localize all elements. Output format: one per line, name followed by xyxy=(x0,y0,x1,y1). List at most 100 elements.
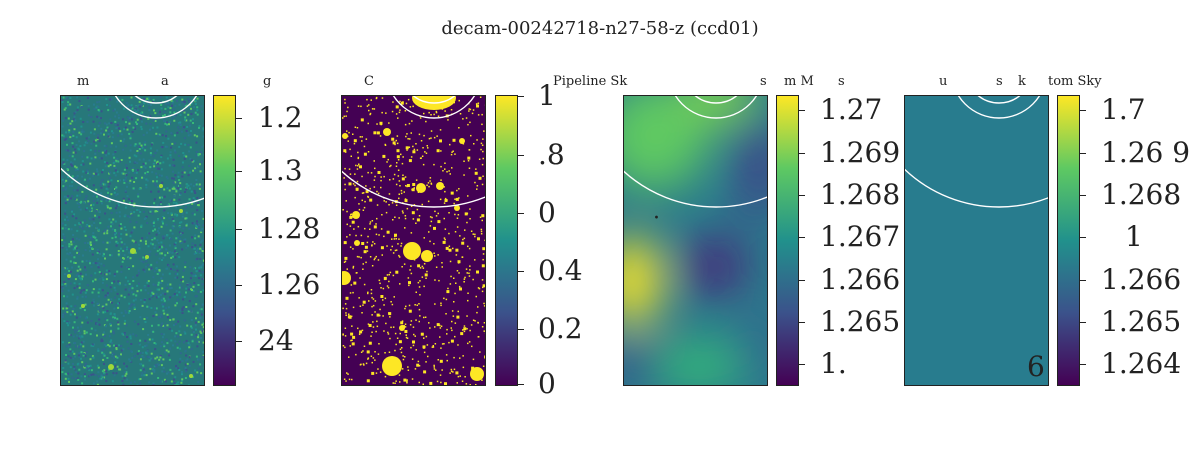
noise-pixel xyxy=(151,338,154,341)
noise-pixel xyxy=(115,186,118,189)
mask-speck xyxy=(369,112,372,115)
mask-speck xyxy=(481,183,484,186)
noise-pixel xyxy=(123,107,125,110)
noise-pixel xyxy=(76,96,79,99)
mask-speck xyxy=(370,289,373,291)
noise-pixel xyxy=(158,363,160,366)
mask-speck xyxy=(478,158,481,160)
noise-pixel xyxy=(72,145,75,148)
mask-speck xyxy=(360,256,362,259)
noise-pixel xyxy=(150,143,153,146)
noise-pixel xyxy=(82,163,85,166)
noise-pixel xyxy=(79,202,82,204)
mask-speck xyxy=(367,358,369,360)
noise-pixel xyxy=(120,233,123,236)
colorbar-2-tick xyxy=(518,96,524,97)
noise-pixel xyxy=(175,323,177,325)
mask-speck xyxy=(396,155,400,159)
noise-pixel xyxy=(177,175,180,178)
mask-speck xyxy=(364,200,366,203)
noise-pixel xyxy=(133,211,136,214)
noise-pixel xyxy=(96,226,98,229)
noise-pixel xyxy=(80,351,83,354)
mask-speck xyxy=(352,336,355,338)
mask-speck xyxy=(346,223,348,226)
noise-pixel xyxy=(199,258,202,260)
noise-pixel xyxy=(143,298,146,301)
mask-speck xyxy=(342,117,344,119)
noise-pixel xyxy=(71,120,74,123)
noise-pixel xyxy=(68,245,71,248)
noise-pixel xyxy=(192,184,195,187)
noise-pixel xyxy=(116,100,119,103)
noise-pixel xyxy=(189,146,192,149)
noise-pixel xyxy=(71,164,74,167)
noise-pixel xyxy=(76,168,79,171)
noise-pixel xyxy=(168,123,170,126)
noise-pixel xyxy=(137,350,140,353)
mask-speck xyxy=(389,179,391,181)
noise-pixel xyxy=(107,191,109,194)
noise-pixel xyxy=(74,246,76,249)
noise-pixel xyxy=(165,176,168,178)
mask-speck xyxy=(429,180,431,182)
noise-pixel xyxy=(133,306,136,309)
noise-pixel xyxy=(78,282,81,285)
noise-pixel xyxy=(174,151,177,154)
mask-speck xyxy=(360,105,362,108)
noise-pixel xyxy=(179,357,182,360)
noise-pixel xyxy=(195,333,198,336)
noise-pixel xyxy=(132,293,135,296)
noise-pixel xyxy=(115,111,118,114)
noise-pixel xyxy=(202,341,204,344)
noise-pixel xyxy=(200,240,203,243)
mask-speck xyxy=(389,271,392,274)
noise-pixel xyxy=(171,329,174,332)
noise-pixel xyxy=(74,355,77,358)
mask-speck xyxy=(469,269,471,271)
mask-speck xyxy=(357,157,359,160)
mask-speck xyxy=(464,276,466,279)
mask-speck xyxy=(450,109,453,111)
noise-pixel xyxy=(181,360,184,362)
noise-pixel xyxy=(85,195,88,198)
noise-pixel xyxy=(114,355,117,358)
noise-pixel xyxy=(96,383,99,385)
noise-pixel xyxy=(179,333,182,336)
noise-pixel xyxy=(178,129,181,132)
noise-pixel xyxy=(139,105,142,108)
noise-pixel xyxy=(154,364,157,367)
noise-pixel xyxy=(192,285,195,288)
mask-speck xyxy=(405,146,409,150)
mask-speck xyxy=(372,304,375,307)
noise-pixel xyxy=(120,345,123,347)
noise-pixel xyxy=(133,125,136,128)
mask-speck xyxy=(398,238,400,240)
noise-pixel xyxy=(160,216,163,219)
mask-speck xyxy=(468,167,471,169)
noise-pixel xyxy=(129,149,132,152)
noise-pixel xyxy=(148,381,151,384)
noise-pixel xyxy=(141,111,144,114)
noise-pixel xyxy=(157,112,160,115)
noise-pixel xyxy=(103,343,106,346)
noise-pixel xyxy=(126,185,128,188)
mask-speck xyxy=(419,315,421,317)
noise-pixel xyxy=(65,284,68,287)
noise-pixel xyxy=(105,154,108,157)
mask-speck xyxy=(383,276,387,280)
noise-pixel xyxy=(184,217,187,220)
mask-speck xyxy=(395,105,399,109)
mask-speck xyxy=(371,314,373,316)
noise-pixel xyxy=(187,113,190,116)
colorbar-2-tick xyxy=(518,155,524,156)
noise-pixel xyxy=(145,183,148,186)
noise-pixel xyxy=(89,210,92,212)
noise-pixel xyxy=(144,166,147,169)
noise-pixel xyxy=(144,254,147,257)
mask-speck xyxy=(389,316,391,318)
noise-pixel xyxy=(150,104,152,106)
noise-pixel xyxy=(72,357,75,360)
mask-speck xyxy=(476,188,478,190)
mask-speck xyxy=(408,309,412,313)
